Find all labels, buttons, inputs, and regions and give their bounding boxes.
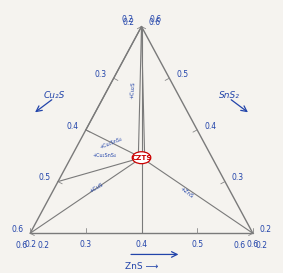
- Text: 0.2: 0.2: [122, 15, 134, 24]
- Text: 0.4: 0.4: [136, 240, 147, 249]
- Text: 0.2: 0.2: [260, 225, 272, 234]
- Text: 0.3: 0.3: [232, 173, 244, 182]
- Text: 0.3: 0.3: [80, 240, 92, 249]
- Text: SnS₂: SnS₂: [218, 91, 239, 100]
- Text: ZnS ⟶: ZnS ⟶: [125, 262, 158, 271]
- Text: CZTS: CZTS: [131, 155, 152, 161]
- Text: +Cu₂SnS₄: +Cu₂SnS₄: [93, 153, 116, 158]
- Text: 0.5: 0.5: [176, 70, 188, 79]
- Text: +CuS: +CuS: [89, 182, 104, 194]
- Text: 0.4: 0.4: [67, 121, 79, 130]
- Text: 0.5: 0.5: [39, 173, 51, 182]
- Text: 0.6: 0.6: [233, 241, 246, 250]
- Text: 0.6: 0.6: [149, 15, 162, 24]
- Text: 0.6: 0.6: [11, 225, 23, 234]
- Text: 0.5: 0.5: [191, 240, 203, 249]
- Text: +ZnS: +ZnS: [179, 185, 194, 199]
- Text: 0.2: 0.2: [37, 241, 50, 250]
- Text: 0.3: 0.3: [95, 70, 107, 79]
- Text: 0.2: 0.2: [24, 240, 36, 249]
- Text: 0.2: 0.2: [123, 18, 134, 27]
- Text: 0.4: 0.4: [204, 121, 216, 130]
- Text: 0.6: 0.6: [247, 240, 259, 249]
- Text: 0.6: 0.6: [149, 18, 161, 27]
- Text: 0.2: 0.2: [256, 241, 267, 250]
- Ellipse shape: [132, 152, 151, 164]
- Text: +Cu₂SnS₄: +Cu₂SnS₄: [99, 136, 123, 150]
- Text: Cu₂S: Cu₂S: [43, 91, 65, 100]
- Text: 0.6: 0.6: [15, 241, 27, 250]
- Text: +Cu₂S: +Cu₂S: [130, 81, 136, 99]
